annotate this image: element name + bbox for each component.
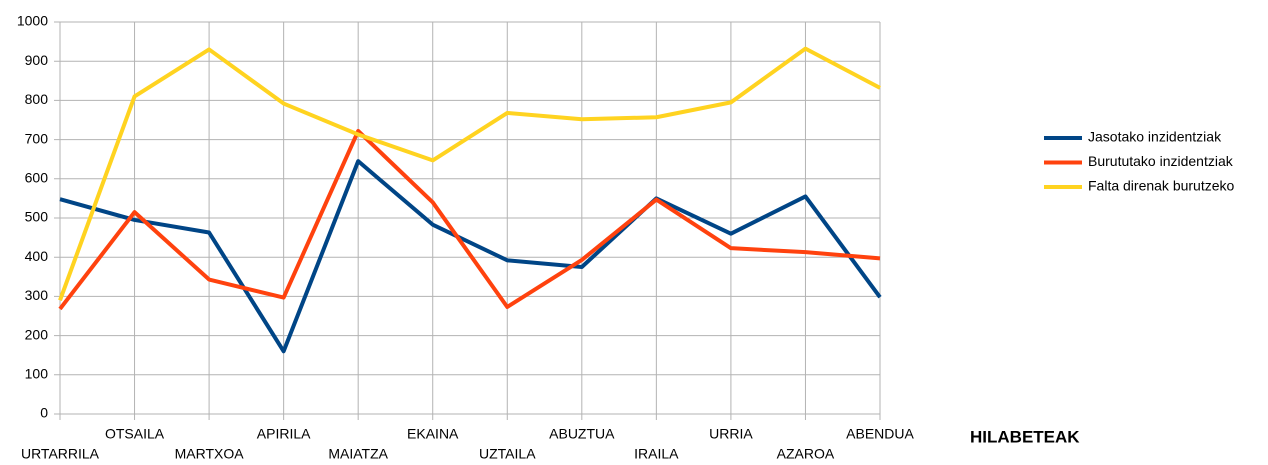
y-tick-label: 900: [25, 52, 49, 68]
y-tick-label: 300: [25, 287, 49, 303]
legend-label: Falta direnak burutzeko: [1088, 178, 1235, 194]
x-tick-label: MARTXOA: [175, 446, 245, 462]
x-tick-label: UZTAILA: [479, 446, 536, 462]
x-tick-label: APIRILA: [257, 426, 311, 442]
x-axis-label: HILABETEAK: [970, 427, 1080, 446]
x-tick-label: IRAILA: [634, 446, 679, 462]
y-tick-label: 500: [25, 209, 49, 225]
y-tick-label: 0: [40, 405, 48, 421]
y-tick-label: 1000: [17, 13, 48, 29]
x-tick-label: AZAROA: [777, 446, 835, 462]
line-series: [59, 159, 882, 354]
y-tick-label: 700: [25, 130, 49, 146]
x-tick-label: EKAINA: [407, 426, 459, 442]
x-tick-label: ABUZTUA: [549, 426, 615, 442]
x-tick-label: MAIATZA: [328, 446, 388, 462]
y-tick-label: 200: [25, 326, 49, 342]
x-tick-label: ABENDUA: [846, 426, 914, 442]
y-tick-label: 800: [25, 91, 49, 107]
legend-label: Burututako inzidentziak: [1088, 153, 1234, 169]
y-tick-label: 100: [25, 366, 49, 382]
line-series: [58, 128, 881, 311]
x-tick-label: URTARRILA: [21, 446, 100, 462]
x-tick-label: URRIA: [709, 426, 753, 442]
line-series: [58, 46, 881, 302]
y-tick-label: 600: [25, 170, 49, 186]
y-tick-label: 400: [25, 248, 49, 264]
x-tick-label: OTSAILA: [105, 426, 165, 442]
legend-label: Jasotako inzidentziak: [1088, 129, 1222, 145]
